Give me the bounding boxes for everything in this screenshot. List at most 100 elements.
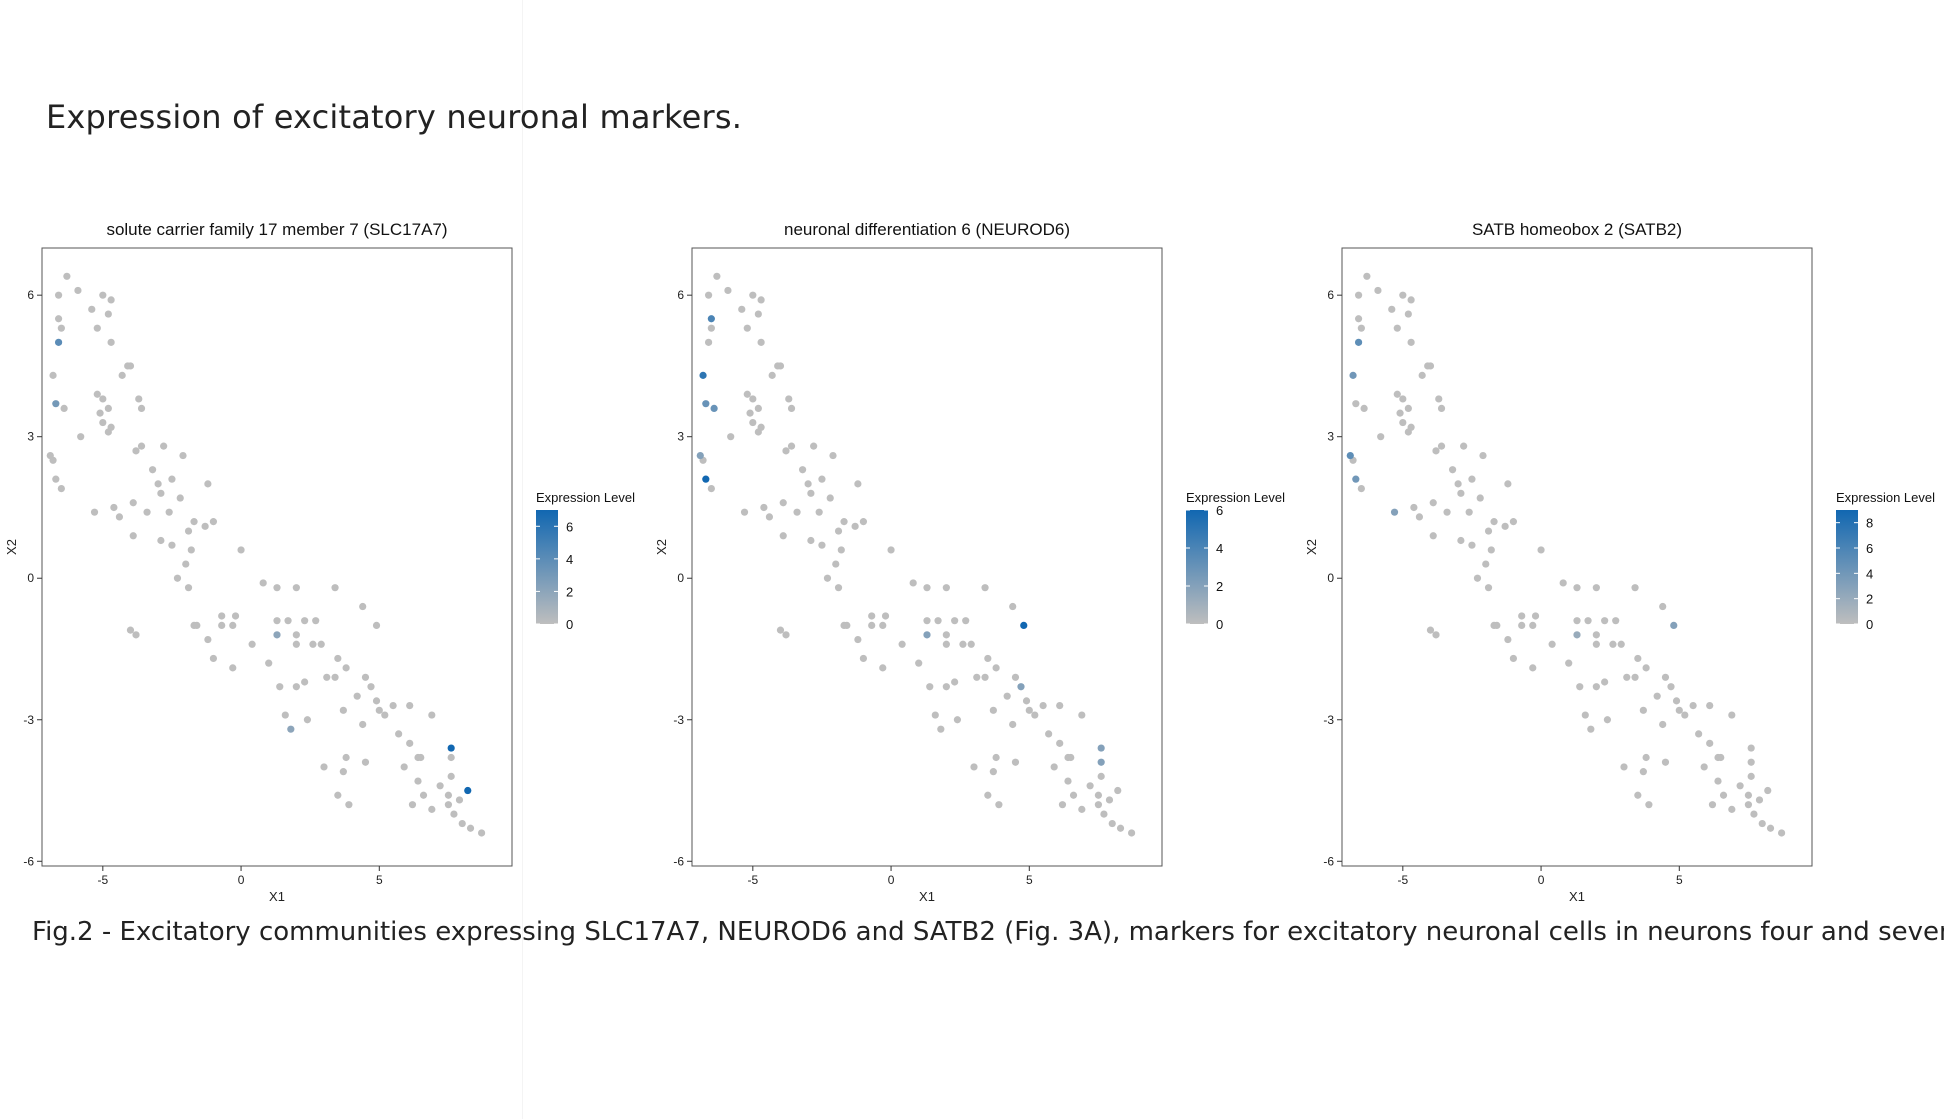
data-point [810, 442, 818, 450]
data-point [1468, 475, 1476, 483]
data-point [1399, 395, 1407, 403]
data-point [209, 518, 218, 526]
data-point [129, 499, 137, 507]
data-point [54, 315, 63, 323]
data-point [926, 683, 934, 691]
data-point [54, 291, 63, 299]
legend-tick-label: 6 [566, 519, 573, 534]
data-point [182, 560, 190, 568]
data-point [317, 640, 325, 648]
data-point [204, 635, 212, 644]
data-point [818, 475, 826, 483]
data-point [1069, 791, 1078, 799]
data-point [447, 744, 455, 752]
data-point [1573, 584, 1581, 592]
data-point [754, 428, 762, 436]
data-point [1022, 697, 1031, 705]
data-point [1623, 673, 1631, 681]
data-point [959, 640, 967, 648]
data-point [942, 584, 950, 592]
data-point [408, 801, 417, 809]
data-point [851, 522, 859, 530]
data-point [1592, 683, 1600, 691]
data-point [406, 739, 414, 747]
data-point [126, 626, 135, 634]
data-point [1457, 489, 1465, 497]
y-tick-label: 0 [1327, 571, 1334, 585]
data-point [1667, 683, 1675, 691]
data-point [1097, 758, 1105, 766]
data-point [1653, 692, 1661, 700]
y-tick-label: 3 [1327, 430, 1334, 444]
data-point [1587, 725, 1595, 733]
data-point [218, 621, 226, 630]
data-point [1429, 499, 1437, 507]
data-point [292, 683, 300, 691]
data-point [204, 480, 212, 488]
data-point [1675, 706, 1683, 714]
data-point [115, 513, 124, 521]
data-point [1349, 371, 1357, 379]
y-tick-label: 3 [677, 430, 684, 444]
chart-title: SATB homeobox 2 (SATB2) [1472, 220, 1682, 239]
data-point [818, 541, 826, 549]
x-tick-label: 0 [1538, 873, 1545, 887]
data-point [776, 626, 785, 634]
data-point [284, 617, 292, 625]
data-point [273, 584, 281, 592]
data-point [209, 654, 218, 663]
y-tick-label: 3 [27, 430, 34, 444]
data-point [339, 706, 347, 714]
data-point [231, 612, 240, 620]
data-point [953, 716, 962, 724]
data-point [1661, 758, 1670, 766]
data-point [1435, 395, 1443, 403]
data-point [740, 508, 749, 516]
data-point [466, 824, 475, 832]
data-point [1097, 744, 1105, 752]
data-point [359, 602, 367, 611]
data-point [923, 617, 931, 625]
data-point [1399, 418, 1407, 427]
data-point [1404, 428, 1412, 436]
data-point [201, 522, 209, 530]
data-point [931, 711, 939, 719]
legend-tick-label: 6 [1866, 541, 1873, 556]
data-point [444, 791, 453, 799]
data-point [1352, 475, 1360, 483]
data-point [1659, 720, 1667, 729]
data-point [1056, 702, 1064, 710]
data-point [1531, 612, 1540, 620]
data-point [292, 631, 300, 639]
data-point [1045, 730, 1053, 738]
data-point [1357, 324, 1365, 332]
legend-colorbar [536, 510, 558, 624]
data-point [428, 805, 436, 813]
data-point [1559, 579, 1567, 587]
data-point [1114, 786, 1122, 795]
data-point [970, 763, 978, 771]
data-point [1437, 404, 1446, 412]
y-tick-label: -3 [23, 713, 34, 727]
data-point [353, 692, 361, 700]
data-point [88, 305, 96, 313]
data-point [1639, 706, 1647, 714]
x-axis-label: X1 [1569, 889, 1585, 904]
data-point [1003, 692, 1011, 700]
data-point [1728, 805, 1736, 813]
data-point [837, 546, 845, 554]
data-point [301, 678, 309, 686]
data-point [1736, 782, 1744, 790]
data-point [749, 291, 757, 299]
data-point [160, 442, 168, 450]
data-point [992, 753, 1000, 762]
data-point [1127, 829, 1136, 837]
data-point [1747, 758, 1755, 766]
data-point [923, 584, 931, 592]
data-point [1437, 442, 1446, 450]
data-point [63, 272, 71, 280]
data-point [1700, 763, 1708, 771]
y-axis-label: X2 [4, 539, 19, 555]
data-point [1612, 617, 1620, 625]
data-point [1025, 706, 1033, 714]
